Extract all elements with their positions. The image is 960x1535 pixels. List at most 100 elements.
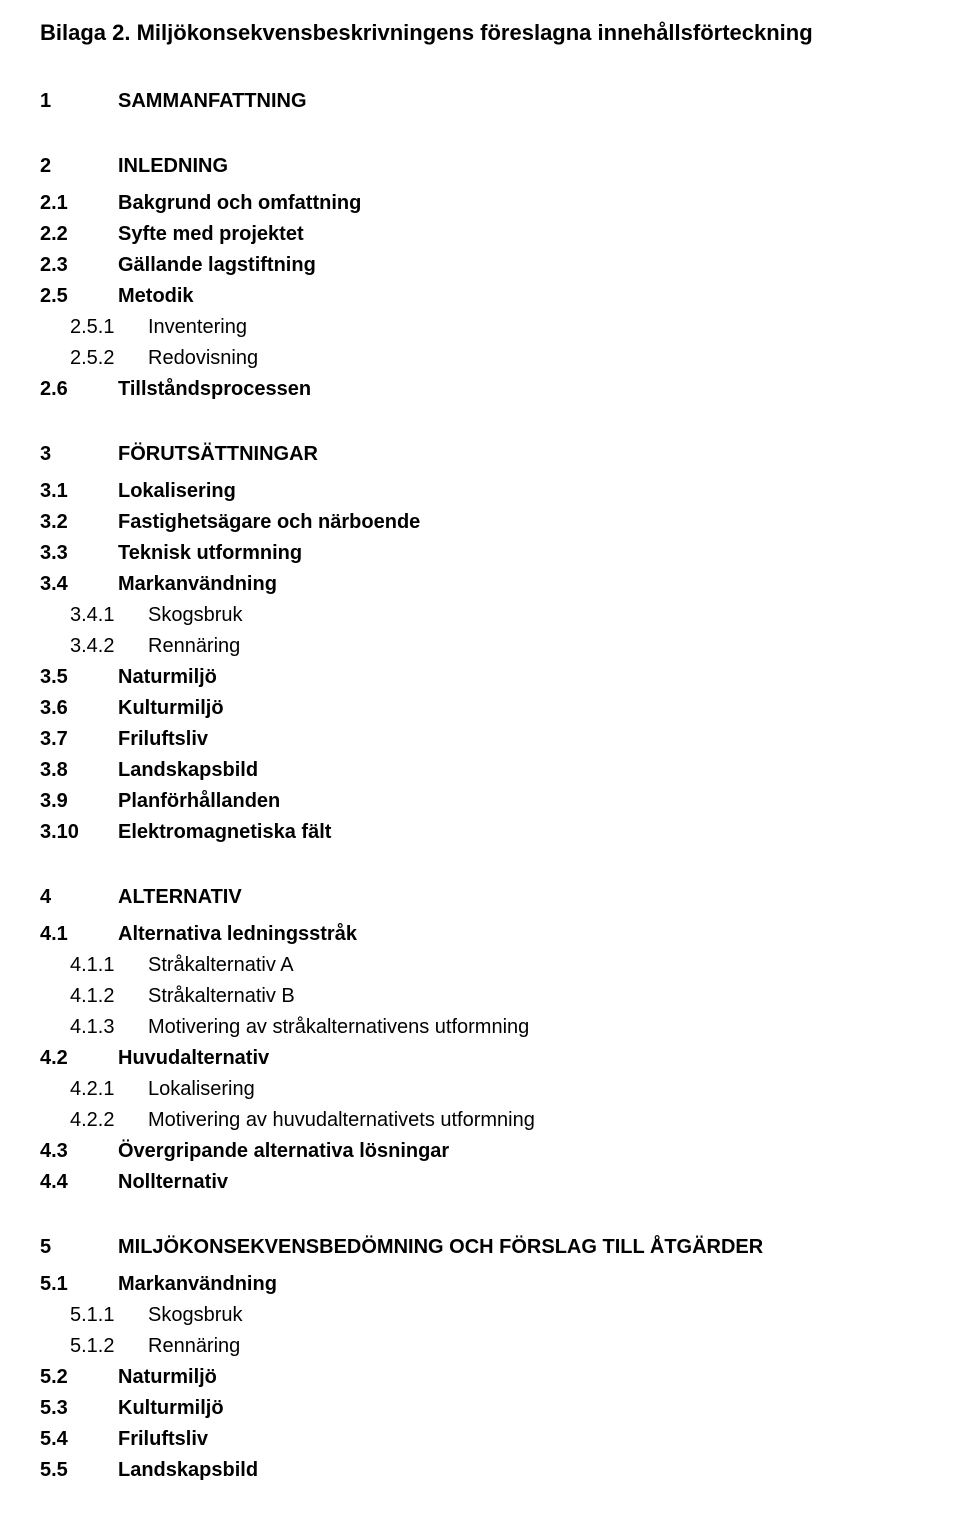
toc-number: 2 (40, 151, 118, 182)
toc-number: 3.4 (40, 569, 118, 600)
toc-subitem: 2.5.2Redovisning (40, 343, 920, 374)
toc-number: 5.1 (40, 1269, 118, 1300)
toc-item: 2.2Syfte med projektet (40, 219, 920, 250)
toc-item: 5.5Landskapsbild (40, 1455, 920, 1486)
toc-number: 3.3 (40, 538, 118, 569)
toc-item: 3.8Landskapsbild (40, 755, 920, 786)
toc-label: Skogsbruk (148, 1300, 243, 1331)
toc-number: 4.1 (40, 919, 118, 950)
toc-subitem: 3.4.2Rennäring (40, 631, 920, 662)
toc-number: 3.4.2 (70, 631, 148, 662)
toc-label: Gällande lagstiftning (118, 250, 316, 281)
toc-number: 3.9 (40, 786, 118, 817)
table-of-contents: 1SAMMANFATTNING2INLEDNING2.1Bakgrund och… (40, 86, 920, 1486)
toc-number: 5.1.1 (70, 1300, 148, 1331)
toc-label: Lokalisering (118, 476, 236, 507)
toc-item: 3.2Fastighetsägare och närboende (40, 507, 920, 538)
toc-label: Planförhållanden (118, 786, 280, 817)
toc-number: 4.1.1 (70, 950, 148, 981)
toc-subitem: 2.5.1Inventering (40, 312, 920, 343)
toc-number: 3.5 (40, 662, 118, 693)
toc-label: Metodik (118, 281, 194, 312)
toc-label: Kulturmiljö (118, 693, 224, 724)
toc-label: Lokalisering (148, 1074, 255, 1105)
toc-number: 4.1.2 (70, 981, 148, 1012)
toc-item: 3.4Markanvändning (40, 569, 920, 600)
toc-item: 3.5Naturmiljö (40, 662, 920, 693)
toc-number: 4 (40, 882, 118, 913)
spacer (40, 117, 920, 151)
toc-number: 5 (40, 1232, 118, 1263)
spacer (40, 848, 920, 882)
toc-label: Rennäring (148, 1331, 240, 1362)
toc-number: 4.4 (40, 1167, 118, 1198)
toc-label: Huvudalternativ (118, 1043, 269, 1074)
toc-label: Stråkalternativ A (148, 950, 294, 981)
toc-item: 2.6Tillståndsprocessen (40, 374, 920, 405)
toc-item: 5.3Kulturmiljö (40, 1393, 920, 1424)
toc-number: 5.3 (40, 1393, 118, 1424)
toc-label: Syfte med projektet (118, 219, 304, 250)
toc-subitem: 4.1.3Motivering av stråkalternativens ut… (40, 1012, 920, 1043)
toc-item: 2.3Gällande lagstiftning (40, 250, 920, 281)
toc-label: Friluftsliv (118, 1424, 208, 1455)
toc-number: 3.1 (40, 476, 118, 507)
toc-subitem: 3.4.1Skogsbruk (40, 600, 920, 631)
toc-label: INLEDNING (118, 151, 228, 182)
toc-item: 4.4Nollternativ (40, 1167, 920, 1198)
toc-label: Redovisning (148, 343, 258, 374)
toc-item: 3.9Planförhållanden (40, 786, 920, 817)
toc-number: 5.2 (40, 1362, 118, 1393)
toc-label: Markanvändning (118, 1269, 277, 1300)
toc-subitem: 4.2.2Motivering av huvudalternativets ut… (40, 1105, 920, 1136)
toc-number: 3.6 (40, 693, 118, 724)
toc-number: 4.2 (40, 1043, 118, 1074)
toc-label: Motivering av stråkalternativens utformn… (148, 1012, 529, 1043)
toc-number: 3.4.1 (70, 600, 148, 631)
toc-section-heading: 4ALTERNATIV (40, 882, 920, 913)
toc-label: SAMMANFATTNING (118, 86, 307, 117)
toc-section-heading: 5MILJÖKONSEKVENSBEDÖMNING OCH FÖRSLAG TI… (40, 1232, 920, 1263)
toc-number: 4.3 (40, 1136, 118, 1167)
toc-number: 3.7 (40, 724, 118, 755)
toc-subitem: 4.2.1Lokalisering (40, 1074, 920, 1105)
toc-number: 5.5 (40, 1455, 118, 1486)
toc-number: 3.8 (40, 755, 118, 786)
toc-label: Alternativa ledningsstråk (118, 919, 357, 950)
toc-label: Landskapsbild (118, 755, 258, 786)
toc-label: Övergripande alternativa lösningar (118, 1136, 449, 1167)
toc-item: 3.3Teknisk utformning (40, 538, 920, 569)
toc-label: Naturmiljö (118, 662, 217, 693)
toc-label: Stråkalternativ B (148, 981, 295, 1012)
toc-number: 4.1.3 (70, 1012, 148, 1043)
toc-item: 3.10Elektromagnetiska fält (40, 817, 920, 848)
spacer (40, 405, 920, 439)
toc-number: 5.1.2 (70, 1331, 148, 1362)
toc-number: 2.1 (40, 188, 118, 219)
toc-number: 2.5 (40, 281, 118, 312)
toc-label: Markanvändning (118, 569, 277, 600)
toc-label: Kulturmiljö (118, 1393, 224, 1424)
toc-item: 5.4Friluftsliv (40, 1424, 920, 1455)
toc-label: Friluftsliv (118, 724, 208, 755)
toc-item: 4.1Alternativa ledningsstråk (40, 919, 920, 950)
toc-number: 4.2.2 (70, 1105, 148, 1136)
toc-section-heading: 2INLEDNING (40, 151, 920, 182)
toc-section-heading: 1SAMMANFATTNING (40, 86, 920, 117)
toc-label: Nollternativ (118, 1167, 228, 1198)
document-page: Bilaga 2. Miljökonsekvensbeskrivningens … (0, 0, 960, 1535)
toc-label: Inventering (148, 312, 247, 343)
toc-item: 2.1Bakgrund och omfattning (40, 188, 920, 219)
toc-subitem: 5.1.2Rennäring (40, 1331, 920, 1362)
toc-subitem: 5.1.1Skogsbruk (40, 1300, 920, 1331)
toc-number: 3 (40, 439, 118, 470)
toc-number: 4.2.1 (70, 1074, 148, 1105)
toc-subitem: 4.1.2Stråkalternativ B (40, 981, 920, 1012)
toc-label: Naturmiljö (118, 1362, 217, 1393)
toc-label: Motivering av huvudalternativets utformn… (148, 1105, 535, 1136)
toc-item: 4.3Övergripande alternativa lösningar (40, 1136, 920, 1167)
toc-label: Bakgrund och omfattning (118, 188, 361, 219)
toc-number: 3.2 (40, 507, 118, 538)
toc-number: 1 (40, 86, 118, 117)
toc-item: 2.5Metodik (40, 281, 920, 312)
